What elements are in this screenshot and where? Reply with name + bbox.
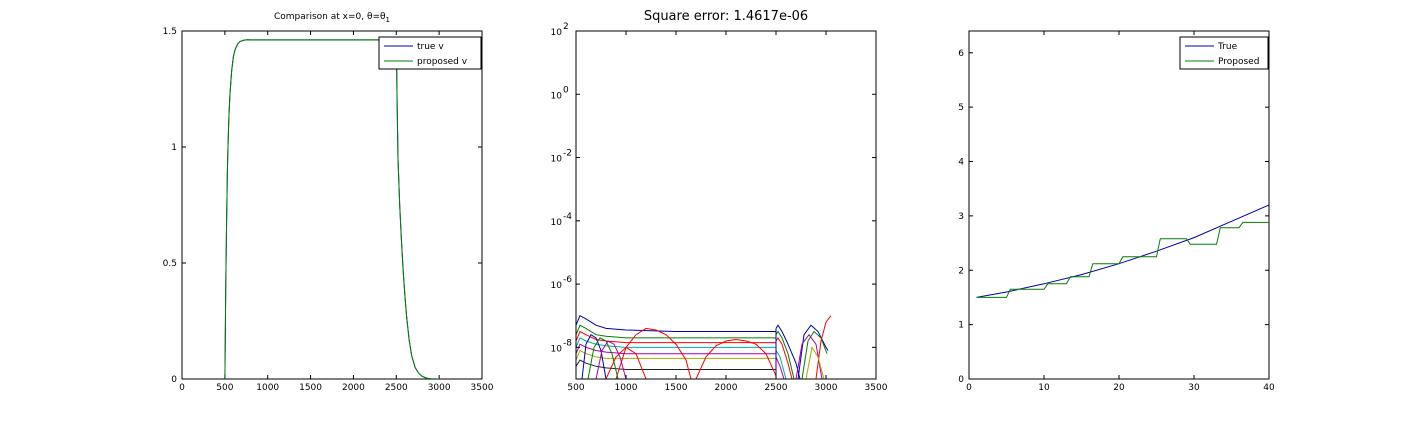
y-tick-label: 10 bbox=[551, 28, 563, 38]
y-tick-label: 1 bbox=[958, 321, 964, 331]
x-tick-label: 3000 bbox=[428, 383, 451, 393]
y-tick-label: 2 bbox=[958, 266, 964, 276]
y-tick-label: 10 bbox=[551, 155, 563, 165]
legend: true v proposed v bbox=[378, 36, 482, 70]
y-tick-label: 1.5 bbox=[163, 27, 177, 37]
y-tick-label: 10 bbox=[551, 281, 563, 291]
legend-label: true v bbox=[417, 42, 444, 52]
x-tick-label: 20 bbox=[1113, 383, 1125, 393]
series-line-proposed bbox=[976, 221, 1269, 298]
x-tick-label: 2000 bbox=[342, 383, 365, 393]
error-series-line bbox=[795, 333, 823, 379]
error-series-line bbox=[695, 338, 777, 379]
error-series-line bbox=[775, 350, 787, 379]
error-series-line bbox=[587, 337, 619, 379]
y-tick-label: 0 bbox=[171, 375, 177, 385]
error-series-line bbox=[581, 333, 607, 379]
y-tick-label: 0.5 bbox=[163, 259, 177, 269]
legend: True Proposed bbox=[1179, 36, 1269, 70]
legend-box bbox=[378, 36, 482, 70]
x-tick-label: 500 bbox=[567, 383, 584, 393]
y-tick-label: 0 bbox=[958, 375, 964, 385]
y-tick-exponent: -8 bbox=[563, 338, 572, 348]
x-tick-label: 1500 bbox=[299, 383, 322, 393]
error-series-line bbox=[576, 315, 776, 332]
y-tick-exponent: -6 bbox=[563, 275, 572, 285]
error-series-line bbox=[576, 337, 776, 348]
x-tick-label: 3000 bbox=[815, 383, 838, 393]
error-series-line bbox=[801, 330, 828, 379]
y-tick-label: 5 bbox=[958, 103, 964, 113]
y-tick-label: 3 bbox=[958, 212, 964, 222]
error-series-line bbox=[615, 327, 692, 379]
y-tick-label: 1 bbox=[171, 143, 177, 153]
legend-label: True bbox=[1217, 42, 1238, 52]
y-tick-label: 10 bbox=[551, 91, 563, 101]
chart-panel-1: 0 500 1000 1500 2000 2500 3000 3500 0 0.5 1 1.5 true… bbox=[163, 12, 494, 393]
error-series-line bbox=[595, 340, 627, 379]
error-series-line bbox=[775, 330, 795, 379]
chart-panel-2: 500 1000 1500 2000 2500 3000 350010-810-610-41… bbox=[551, 9, 888, 393]
y-tick-label: 10 bbox=[551, 344, 563, 354]
error-series-line bbox=[775, 356, 785, 379]
legend-label: proposed v bbox=[417, 57, 468, 67]
error-series-line bbox=[576, 330, 776, 344]
x-tick-label: 2000 bbox=[715, 383, 738, 393]
error-series-line bbox=[775, 324, 801, 379]
y-tick-label: 6 bbox=[958, 49, 964, 59]
x-tick-label: 3500 bbox=[471, 383, 494, 393]
x-tick-label: 3500 bbox=[865, 383, 888, 393]
y-tick-label: 10 bbox=[551, 218, 563, 228]
error-series-line bbox=[775, 336, 793, 379]
x-tick-label: 0 bbox=[966, 383, 972, 393]
error-series-line bbox=[805, 346, 825, 379]
x-tick-label: 30 bbox=[1188, 383, 1200, 393]
error-series-line bbox=[576, 324, 776, 339]
x-tick-label: 2500 bbox=[385, 383, 408, 393]
y-tick-exponent: 2 bbox=[563, 22, 569, 32]
chart-panel-3: 0 10 20 30 40 0 1 2 3 4 5 6 True Proposed bbox=[958, 30, 1275, 393]
legend-box bbox=[1179, 36, 1269, 70]
x-tick-label: 500 bbox=[216, 383, 233, 393]
error-series-line bbox=[576, 359, 776, 370]
x-tick-label: 40 bbox=[1263, 383, 1275, 393]
y-tick-exponent: 0 bbox=[563, 85, 569, 95]
y-tick-label: 4 bbox=[958, 158, 964, 168]
legend-label: Proposed bbox=[1218, 57, 1259, 67]
x-tick-label: 0 bbox=[179, 383, 185, 393]
axes-frame bbox=[181, 30, 483, 380]
x-tick-label: 1000 bbox=[615, 383, 638, 393]
error-series-line bbox=[605, 346, 647, 379]
y-tick-exponent: -2 bbox=[563, 149, 572, 159]
x-tick-label: 1500 bbox=[665, 383, 688, 393]
chart-title: Square error: 1.4617e-06 bbox=[644, 9, 808, 24]
chart-title: Comparison at x=0, θ=θ1 bbox=[274, 12, 390, 24]
x-tick-label: 1000 bbox=[256, 383, 279, 393]
y-tick-exponent: -4 bbox=[563, 212, 572, 222]
x-tick-label: 10 bbox=[1038, 383, 1050, 393]
x-tick-label: 2500 bbox=[765, 383, 788, 393]
